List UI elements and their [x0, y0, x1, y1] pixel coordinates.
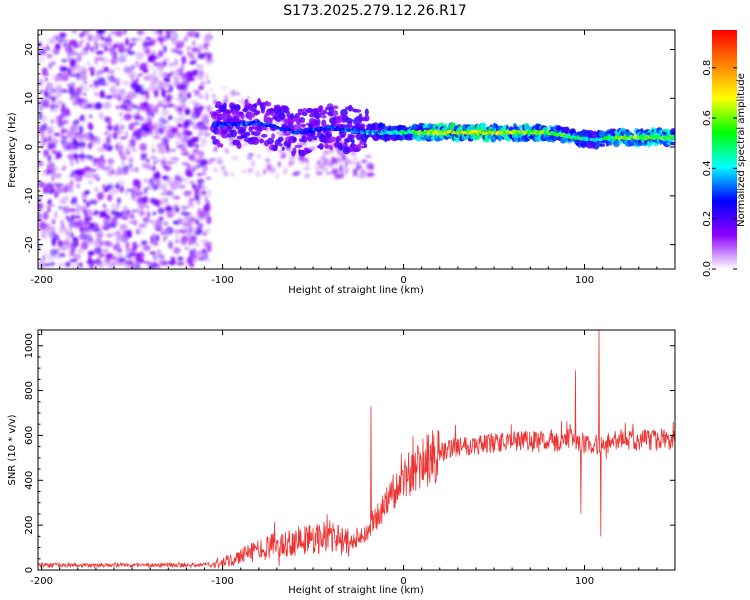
spectrogram-image — [38, 30, 675, 269]
colorbar-tick-label: 0.2 — [702, 211, 713, 227]
spectrogram-noise — [38, 30, 376, 269]
spectrogram-x-tick-label: 100 — [575, 275, 594, 286]
snr-y-tick-label: 600 — [24, 426, 35, 445]
snr-x-tick-label: -200 — [30, 576, 53, 587]
snr-x-tick-label: 100 — [575, 576, 594, 587]
spectrogram-y-tick-label: 0 — [24, 144, 35, 150]
colorbar-tick-label: 0.0 — [702, 261, 713, 277]
snr-x-tick-label: 0 — [400, 576, 406, 587]
spectrogram-signal — [209, 98, 675, 157]
snr-x-tick-label: -100 — [211, 576, 234, 587]
snr-y-label: SNR (10 * v/v) — [7, 414, 18, 485]
snr-y-tick-label: 1000 — [24, 333, 35, 358]
spectrogram-x-tick-label: -100 — [211, 275, 234, 286]
spectrogram-y-tick-label: -20 — [24, 236, 35, 252]
snr-panel: -200 -100 0 100 0 200 400 600 800 1000 Height of… — [7, 329, 676, 596]
spectrogram-y-tick-label: 10 — [24, 92, 35, 105]
snr-line — [38, 330, 675, 570]
colorbar-tick-label: 0.4 — [702, 160, 713, 176]
colorbar: 0.0 0.2 0.4 0.6 0.8 Normalized spectral ampl… — [702, 30, 747, 277]
snr-series — [38, 330, 675, 570]
colorbar-gradient — [712, 30, 737, 269]
spectrogram-y-label: Frequency (Hz) — [7, 112, 18, 188]
spectrogram-x-ticks: -200 -100 0 100 — [30, 30, 676, 286]
figure-title: S173.2025.279.12.26.R17 — [283, 3, 466, 19]
spectrogram-x-tick-label: 0 — [400, 275, 406, 286]
snr-y-tick-label: 0 — [24, 567, 35, 573]
colorbar-ticks: 0.0 0.2 0.4 0.6 0.8 — [702, 60, 737, 277]
snr-y-ticks: 0 200 400 600 800 1000 — [24, 333, 675, 573]
spectrogram-x-tick-label: -200 — [30, 275, 53, 286]
snr-x-ticks: -200 -100 0 100 — [30, 330, 676, 587]
spectrogram-x-label: Height of straight line (km) — [288, 285, 424, 296]
colorbar-label: Normalized spectral amplitude — [736, 73, 747, 227]
snr-y-tick-label: 200 — [24, 516, 35, 535]
snr-y-tick-label: 800 — [24, 381, 35, 400]
colorbar-tick-label: 0.6 — [702, 110, 713, 126]
snr-x-label: Height of straight line (km) — [288, 585, 424, 596]
spectrogram-y-ticks: 20 10 0 -10 -20 — [24, 34, 675, 270]
spectrogram-y-tick-label: 20 — [24, 43, 35, 56]
colorbar-tick-label: 0.8 — [702, 60, 713, 76]
snr-y-tick-label: 400 — [24, 471, 35, 490]
spectrogram-frame — [37, 29, 676, 270]
snr-frame — [37, 329, 676, 571]
spectrogram-y-tick-label: -10 — [24, 188, 35, 204]
